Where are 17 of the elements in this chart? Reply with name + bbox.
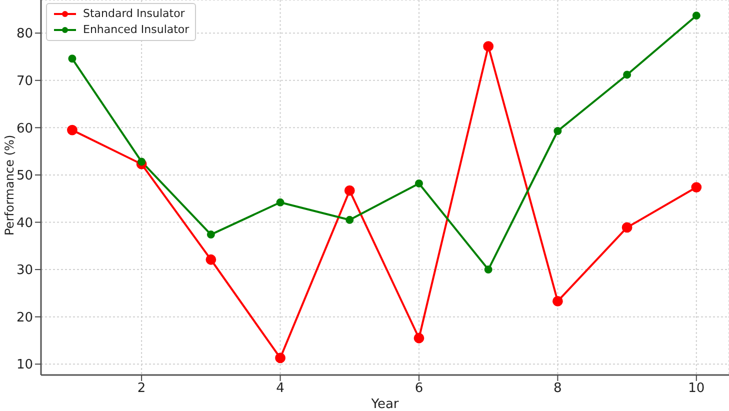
y-tick-label: 40	[16, 216, 33, 231]
x-axis-title: Year	[370, 397, 400, 411]
y-tick-label: 10	[16, 358, 33, 373]
x-tick-label: 4	[276, 381, 284, 396]
legend-label: Enhanced Insulator	[83, 22, 190, 38]
y-tick-label: 70	[16, 74, 33, 90]
y-tick-label: 60	[16, 121, 33, 136]
x-tick-label: 6	[414, 381, 424, 396]
y-axis-title: Performance (%)	[2, 134, 16, 236]
y-tick-label: 50	[16, 168, 33, 184]
legend-label: Standard Insulator	[83, 6, 185, 22]
x-tick-label: 10	[688, 381, 705, 396]
y-tick-label: 20	[16, 310, 33, 326]
x-tick-label: 8	[554, 381, 562, 396]
x-tick-label: 2	[137, 381, 146, 396]
y-tick-label: 80	[16, 26, 33, 42]
y-tick-label: 30	[16, 263, 33, 278]
